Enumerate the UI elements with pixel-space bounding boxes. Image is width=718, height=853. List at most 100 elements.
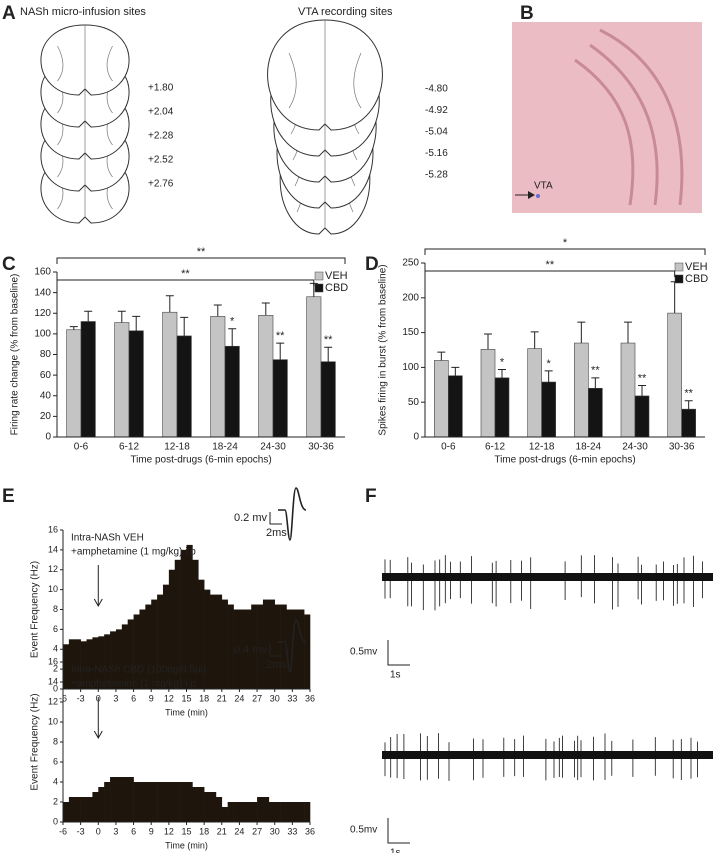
y-tick-label: 12 xyxy=(48,696,58,706)
histogram-bar xyxy=(80,797,87,822)
bar xyxy=(258,315,274,438)
panel-label: A xyxy=(2,3,16,24)
histogram-bar xyxy=(304,802,311,822)
y-tick-label: 80 xyxy=(40,349,52,360)
histogram-bar xyxy=(292,609,299,689)
x-tick-label: 24 xyxy=(234,693,244,703)
x-tick-label: 18-24 xyxy=(212,442,238,453)
x-tick-label: 30 xyxy=(270,826,280,836)
y-tick-label: 0 xyxy=(45,432,51,443)
error-bar xyxy=(165,295,174,313)
significance-label: ** xyxy=(638,372,647,384)
scale-label: 0.4 mv xyxy=(234,644,268,656)
histogram-bar xyxy=(162,584,170,689)
histogram-bar xyxy=(280,802,287,822)
bar xyxy=(541,381,556,438)
y-tick-label: 250 xyxy=(402,258,419,269)
error-bar xyxy=(498,368,506,378)
error-bar xyxy=(228,328,237,347)
x-tick-label: 15 xyxy=(181,826,191,836)
axes xyxy=(424,263,705,438)
histogram-bar xyxy=(298,802,305,822)
y-tick-label: 10 xyxy=(48,584,58,594)
histogram-bar xyxy=(262,599,270,689)
histogram-bar xyxy=(68,639,76,689)
trace-baseline xyxy=(382,751,713,759)
x-tick-label: 12-18 xyxy=(164,442,190,453)
histogram-bar xyxy=(104,634,111,689)
scale-label: 2ms xyxy=(266,527,287,539)
histogram-bar xyxy=(298,609,305,689)
histogram-bar xyxy=(286,802,293,822)
level-label: +1.80 xyxy=(148,83,174,94)
bar xyxy=(434,360,449,438)
scale-bar xyxy=(387,818,410,844)
x-tick-label: 3 xyxy=(113,826,118,836)
panel-label: E xyxy=(2,486,15,507)
bracket-label: * xyxy=(563,237,568,249)
y-tick-label: 14 xyxy=(48,676,58,686)
arrow-head xyxy=(528,191,535,199)
x-tick-label: 9 xyxy=(149,826,154,836)
histogram-bar xyxy=(215,797,223,822)
y-axis-label: Event Frequency (Hz) xyxy=(30,693,41,790)
brain-detail xyxy=(57,25,113,89)
significance-bracket xyxy=(56,279,315,286)
histogram-bar xyxy=(86,639,93,689)
histogram-bar xyxy=(192,787,199,822)
panel-label: F xyxy=(365,486,377,507)
histogram-bar xyxy=(239,802,246,822)
y-tick-label: 140 xyxy=(34,287,51,298)
bar xyxy=(66,329,82,438)
x-axis-label: Time (min) xyxy=(165,707,208,717)
error-bar xyxy=(69,326,78,330)
x-tick-label: 21 xyxy=(217,693,227,703)
x-tick-label: 30-36 xyxy=(669,442,695,453)
x-axis-label: Time post-drugs (6-min epochs) xyxy=(130,455,271,466)
scale-bar xyxy=(269,644,282,657)
histogram-bar xyxy=(98,787,105,822)
error-bar xyxy=(591,377,600,389)
error-bar xyxy=(324,346,333,362)
error-bar xyxy=(530,331,539,349)
bar xyxy=(574,342,589,438)
level-label: -4.80 xyxy=(425,84,448,95)
histogram-bar xyxy=(204,589,211,689)
histogram-bar xyxy=(174,782,181,822)
histogram-bar xyxy=(63,644,70,689)
error-bar xyxy=(684,400,693,410)
scale-bar xyxy=(269,512,282,525)
bar xyxy=(128,330,144,438)
error-bar xyxy=(670,281,679,314)
spike-trace xyxy=(384,555,703,611)
x-tick-label: 12 xyxy=(164,693,174,703)
error-bar xyxy=(132,315,141,331)
legend-swatch xyxy=(674,274,684,284)
waveform xyxy=(278,487,307,541)
level-label: +2.28 xyxy=(148,131,174,142)
x-tick-label: 33 xyxy=(287,826,297,836)
legend-swatch xyxy=(314,283,324,293)
y-tick-label: 14 xyxy=(48,544,58,554)
histogram-bar xyxy=(198,787,205,822)
x-tick-label: 30 xyxy=(270,693,280,703)
scale-label: 1s xyxy=(390,670,401,681)
scale-bar xyxy=(387,640,410,666)
x-tick-label: -6 xyxy=(59,826,67,836)
x-tick-label: 9 xyxy=(149,693,154,703)
panel-label: D xyxy=(365,254,379,275)
bar xyxy=(80,321,96,438)
bar xyxy=(667,312,682,438)
histogram-bar xyxy=(133,614,140,689)
histogram-bar xyxy=(215,594,223,689)
trace-baseline xyxy=(382,573,713,581)
significance-bracket xyxy=(424,248,706,255)
y-tick-label: 0 xyxy=(413,432,419,443)
recording-site xyxy=(536,194,540,198)
histogram-bar xyxy=(121,777,128,822)
y-tick-label: 12 xyxy=(48,564,58,574)
spike-trace xyxy=(384,733,698,781)
y-tick-label: 2 xyxy=(53,796,58,806)
histogram-bar xyxy=(145,782,152,822)
